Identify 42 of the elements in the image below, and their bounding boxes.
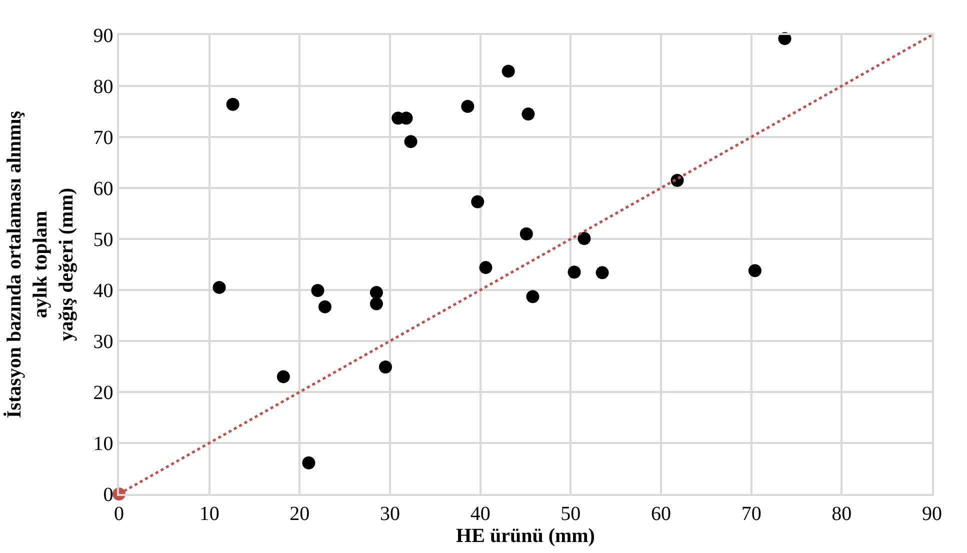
point (404, 135, 418, 148)
y-tick-label: 20 (93, 382, 114, 404)
y-tick-label: 30 (93, 331, 114, 353)
y-tick-label: 10 (93, 433, 114, 455)
point (596, 266, 609, 280)
point (526, 290, 540, 304)
point (578, 232, 591, 245)
x-tick-label: 70 (741, 502, 762, 525)
x-tick-label: 20 (290, 502, 310, 525)
point (520, 227, 533, 240)
point (471, 195, 484, 208)
y-tick-label: 70 (93, 127, 114, 149)
x-tick-label: 90 (922, 502, 942, 525)
x-tick-label: 80 (832, 502, 852, 525)
x-tick-label: 10 (199, 502, 220, 525)
point (276, 370, 290, 384)
point (522, 108, 535, 121)
point (226, 98, 240, 111)
y-tick-label: 0 (103, 484, 114, 506)
point (502, 64, 515, 78)
x-tick-label: 50 (560, 502, 581, 525)
point (302, 456, 316, 470)
y-tick-label: 50 (93, 229, 114, 251)
point (370, 286, 383, 300)
point (479, 261, 492, 274)
point (212, 280, 226, 294)
x-axis-title: HE ürünü (mm) (456, 524, 595, 547)
point (378, 360, 392, 374)
point (311, 284, 324, 298)
y-tick-label: 90 (93, 25, 114, 47)
point (461, 100, 474, 113)
y-tick-label: 80 (93, 76, 114, 98)
point (748, 264, 762, 278)
y-tick-label: 40 (93, 280, 114, 302)
point (568, 266, 581, 279)
y-axis-title: İstasyon bazında ortalaması alınmış aylık toplam yağış değeri (mm) (2, 110, 78, 418)
x-tick-label: 40 (470, 502, 490, 525)
x-tick-label: 30 (380, 502, 400, 525)
point (370, 297, 383, 310)
point (318, 300, 332, 314)
y-tick-label: 60 (93, 178, 114, 200)
x-tick-label: 60 (651, 502, 671, 525)
